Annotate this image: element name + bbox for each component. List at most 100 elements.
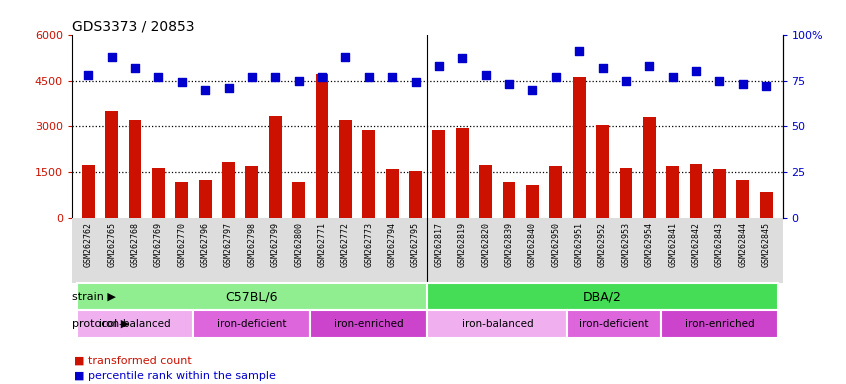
- Text: GSM262799: GSM262799: [271, 222, 280, 266]
- Text: GSM262765: GSM262765: [107, 222, 116, 266]
- Point: [222, 85, 235, 91]
- Point: [316, 74, 329, 80]
- Bar: [129, 120, 141, 218]
- Point: [409, 79, 422, 85]
- Text: strain ▶: strain ▶: [72, 291, 116, 301]
- Bar: [526, 185, 539, 218]
- Text: iron-deficient: iron-deficient: [217, 319, 287, 329]
- Text: GSM262954: GSM262954: [645, 222, 654, 266]
- Point: [175, 79, 189, 85]
- Bar: [667, 166, 679, 218]
- Bar: [760, 192, 772, 218]
- Bar: [77, 310, 194, 338]
- Point: [151, 74, 165, 80]
- Bar: [596, 125, 609, 218]
- Text: GSM262820: GSM262820: [481, 222, 490, 266]
- Bar: [643, 117, 656, 218]
- Text: GSM262770: GSM262770: [178, 222, 186, 266]
- Bar: [409, 171, 422, 218]
- Bar: [386, 169, 398, 218]
- Bar: [82, 165, 95, 218]
- Bar: [661, 310, 777, 338]
- Point: [268, 74, 282, 80]
- Text: GSM262953: GSM262953: [622, 222, 630, 266]
- Text: GSM262952: GSM262952: [598, 222, 607, 266]
- Point: [245, 74, 259, 80]
- Text: GSM262796: GSM262796: [201, 222, 210, 266]
- Text: GSM262798: GSM262798: [247, 222, 256, 266]
- Bar: [432, 129, 445, 218]
- Bar: [199, 180, 212, 218]
- Text: GSM262844: GSM262844: [739, 222, 747, 266]
- Text: iron-deficient: iron-deficient: [580, 319, 649, 329]
- Text: GSM262950: GSM262950: [552, 222, 560, 266]
- Text: GSM262771: GSM262771: [317, 222, 327, 266]
- Text: GSM262817: GSM262817: [434, 222, 443, 266]
- Point: [198, 87, 212, 93]
- Bar: [479, 165, 492, 218]
- Point: [689, 68, 703, 74]
- Bar: [689, 164, 702, 218]
- Text: iron-enriched: iron-enriched: [334, 319, 404, 329]
- Text: GSM262840: GSM262840: [528, 222, 537, 266]
- Bar: [316, 74, 328, 218]
- Text: GSM262769: GSM262769: [154, 222, 163, 266]
- Point: [455, 55, 469, 61]
- Point: [338, 53, 352, 60]
- Text: iron-balanced: iron-balanced: [462, 319, 533, 329]
- Text: ■ transformed count: ■ transformed count: [74, 355, 191, 365]
- Bar: [245, 166, 258, 218]
- Text: GSM262768: GSM262768: [130, 222, 140, 266]
- Bar: [573, 78, 585, 218]
- Point: [386, 74, 399, 80]
- Text: GSM262841: GSM262841: [668, 222, 677, 266]
- Point: [666, 74, 679, 80]
- Point: [643, 63, 656, 69]
- Text: DBA/2: DBA/2: [583, 290, 622, 303]
- Bar: [427, 310, 568, 338]
- Bar: [222, 162, 235, 218]
- Text: GSM262800: GSM262800: [294, 222, 303, 266]
- Text: GSM262843: GSM262843: [715, 222, 724, 266]
- Point: [105, 53, 118, 60]
- Bar: [549, 166, 563, 218]
- Text: GDS3373 / 20853: GDS3373 / 20853: [72, 20, 195, 33]
- Point: [479, 72, 492, 78]
- Point: [760, 83, 773, 89]
- Bar: [310, 310, 427, 338]
- Bar: [339, 120, 352, 218]
- Text: iron-enriched: iron-enriched: [684, 319, 755, 329]
- Text: GSM262842: GSM262842: [691, 222, 700, 266]
- Point: [619, 78, 633, 84]
- Text: ■ percentile rank within the sample: ■ percentile rank within the sample: [74, 371, 276, 381]
- Bar: [713, 169, 726, 218]
- Point: [432, 63, 446, 69]
- Point: [549, 74, 563, 80]
- Text: GSM262845: GSM262845: [761, 222, 771, 266]
- Bar: [456, 128, 469, 218]
- Point: [362, 74, 376, 80]
- Bar: [194, 310, 310, 338]
- Text: GSM262772: GSM262772: [341, 222, 350, 266]
- Point: [736, 81, 750, 87]
- Bar: [175, 182, 188, 218]
- Text: C57BL/6: C57BL/6: [226, 290, 278, 303]
- Bar: [736, 180, 750, 218]
- Point: [292, 78, 305, 84]
- Bar: [77, 283, 427, 310]
- Text: GSM262797: GSM262797: [224, 222, 233, 266]
- Point: [596, 65, 609, 71]
- Text: iron-balanced: iron-balanced: [99, 319, 171, 329]
- Text: GSM262819: GSM262819: [458, 222, 467, 266]
- Bar: [292, 182, 305, 218]
- Point: [503, 81, 516, 87]
- Text: GSM262794: GSM262794: [387, 222, 397, 266]
- Bar: [427, 283, 777, 310]
- Text: GSM262762: GSM262762: [84, 222, 93, 266]
- Point: [712, 78, 726, 84]
- Bar: [619, 168, 632, 218]
- Bar: [362, 129, 376, 218]
- Point: [81, 72, 95, 78]
- Point: [573, 48, 586, 54]
- Text: protocol ▶: protocol ▶: [72, 319, 129, 329]
